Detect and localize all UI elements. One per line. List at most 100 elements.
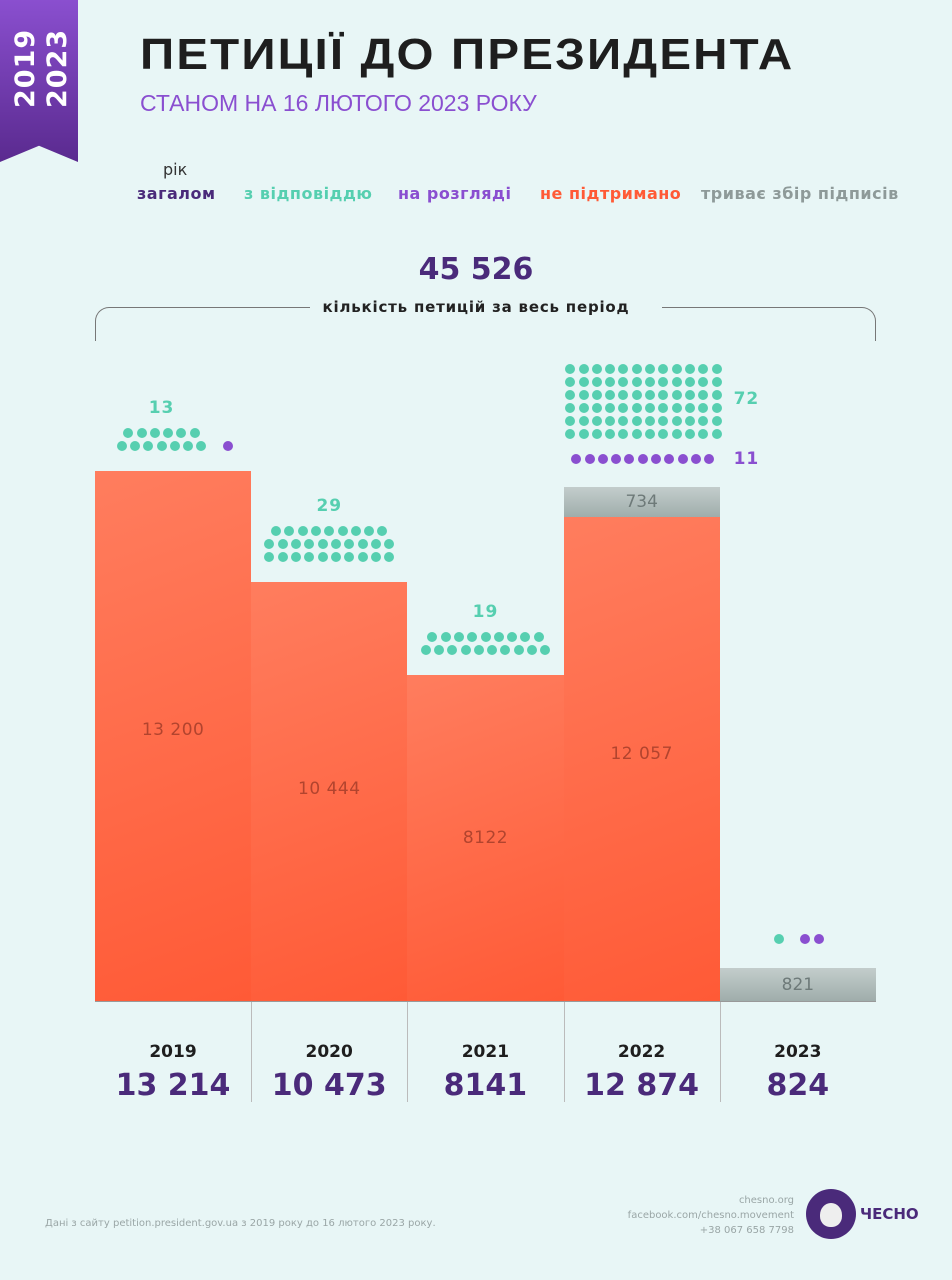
dots-answered-2022-dot <box>645 403 656 414</box>
ribbon-year-to: 2023 <box>42 28 73 108</box>
dots-answered-2019-dot <box>129 441 140 451</box>
year-total-2021: 8141 <box>443 1068 528 1103</box>
bar-value-label: 12 057 <box>610 744 673 765</box>
year-label-2023: 2023 <box>774 1042 822 1062</box>
dots-answered-2022-dot <box>565 364 576 375</box>
dots-answered-2021-dot <box>487 644 498 655</box>
dots-answered-2022-dot <box>684 416 695 427</box>
dots-answered-2022-dot <box>631 416 642 427</box>
dots-answered-2021-dot <box>467 631 478 642</box>
dots-answered-2019-dot <box>136 428 147 438</box>
column-separator <box>407 1002 409 1102</box>
dots-answered-2019-dot <box>189 428 200 438</box>
dots-answered-2022-dot <box>711 403 722 414</box>
year-label-2021: 2021 <box>461 1042 510 1062</box>
dots-answered-2022-dot <box>591 364 602 375</box>
dots-answered-2021-dot <box>500 644 511 655</box>
count-in-review-2022: 11 <box>733 449 760 470</box>
dots-answered-2022-dot <box>591 429 602 440</box>
dots-answered-2022-dot <box>565 403 576 414</box>
dots-answered-2020-dot <box>277 538 288 549</box>
dots-answered-2019-dot <box>163 428 174 438</box>
dots-answered-2022-dot <box>578 364 589 375</box>
dots-answered-2022-dot <box>565 377 576 388</box>
ribbon-year-from: 2019 <box>10 28 41 108</box>
dots-answered-2020-dot <box>350 525 361 536</box>
dots-answered-2022-dot <box>658 377 669 388</box>
dots-answered-2022-dot <box>658 364 669 375</box>
dots-answered-2020-dot <box>277 551 288 562</box>
bar-not-supported-2021: 8122 <box>407 674 564 1001</box>
source-note: Дані з сайту petition.president.gov.ua з… <box>45 1218 436 1229</box>
total-label: кількість петицій за весь період <box>322 298 630 316</box>
dots-answered-2022-dot <box>645 429 656 440</box>
dots-answered-2019-dot <box>116 441 127 451</box>
dots-answered-2020-dot <box>370 551 381 562</box>
dots-answered-2022-dot <box>684 429 695 440</box>
dots-answered-2020-dot <box>284 525 295 536</box>
dots-answered-2020-dot <box>304 551 315 562</box>
dots-answered-2022-dot <box>698 377 709 388</box>
dots-answered-2021-dot <box>493 631 504 642</box>
dots-answered-2021-dot <box>527 644 538 655</box>
dots-answered-2022-dot <box>671 377 682 388</box>
column-separator <box>719 1002 721 1102</box>
dots-answered-2021-dot <box>427 631 438 642</box>
year-total-2019: 13 214 <box>115 1068 231 1103</box>
bar-collecting-2022: 734 <box>563 487 720 517</box>
dots-answered-2020-dot <box>370 538 381 549</box>
dots-answered-2022-dot <box>618 390 629 401</box>
bar-value-label: 13 200 <box>141 720 205 741</box>
dots-answered-2022-dot <box>578 416 589 427</box>
dots-answered-2020 <box>263 525 396 562</box>
dots-answered-2021-dot <box>520 631 531 642</box>
dots-answered-2019-dot <box>149 428 160 438</box>
count-answered-2021: 19 <box>472 601 499 622</box>
website[interactable]: chesno.org <box>738 1195 794 1206</box>
dots-answered-2022-dot <box>605 390 616 401</box>
dots-in-review-2022-dot <box>571 454 582 465</box>
dots-in-review-2022-dot <box>690 454 701 465</box>
year-total-2020: 10 473 <box>271 1068 387 1103</box>
year-total-2022: 12 874 <box>584 1068 699 1103</box>
bar-value-label: 734 <box>625 492 658 513</box>
dots-answered-2020-dot <box>291 538 302 549</box>
dots-answered-2021-dot <box>473 644 484 655</box>
dots-answered-2022-dot <box>618 377 629 388</box>
dots-answered-2019-dot <box>176 428 187 438</box>
legend-in-review: на розгляді <box>398 184 512 203</box>
facebook-link[interactable]: facebook.com/chesno.movement <box>627 1210 794 1221</box>
phone: +38 067 658 7798 <box>699 1225 794 1236</box>
dots-answered-2020-dot <box>317 538 328 549</box>
dots-answered-2022-dot <box>565 390 576 401</box>
dots-answered-2022-dot <box>565 416 576 427</box>
dots-answered-2022-dot <box>711 377 722 388</box>
dots-answered-2020-dot <box>337 525 348 536</box>
count-answered-2019: 13 <box>148 398 175 418</box>
brace-left <box>95 307 310 341</box>
dots-answered-2020-dot <box>324 525 335 536</box>
period-ribbon: 2019 2023 <box>0 0 78 162</box>
dots-answered-2022-dot <box>698 364 709 375</box>
dots-answered-2022-dot <box>645 416 656 427</box>
dots-answered-2020-dot <box>264 538 275 549</box>
bar-value-label: 10 444 <box>298 778 361 799</box>
dots-answered-2021-dot <box>433 644 444 655</box>
dots-answered-2022-dot <box>605 403 616 414</box>
year-label-2020: 2020 <box>305 1042 353 1062</box>
dots-answered-2022-dot <box>591 403 602 414</box>
total-count: 45 526 <box>418 252 534 287</box>
x-axis <box>95 1001 876 1002</box>
dots-in-review-2022-dot <box>664 454 675 465</box>
dots-answered-2020-dot <box>344 551 355 562</box>
dots-answered-2022-dot <box>618 403 629 414</box>
dots-answered-2019-dot <box>143 441 154 451</box>
dots-answered-2022-dot <box>671 416 682 427</box>
dots-answered-2022-dot <box>631 390 642 401</box>
dots-answered-2020-dot <box>364 525 375 536</box>
dots-answered-2022-dot <box>578 377 589 388</box>
dots-answered-2022-dot <box>684 377 695 388</box>
dots-answered-2022-dot <box>684 390 695 401</box>
bar-value-label: 8122 <box>462 828 509 849</box>
dots-in-review-2023-dot <box>813 934 824 945</box>
